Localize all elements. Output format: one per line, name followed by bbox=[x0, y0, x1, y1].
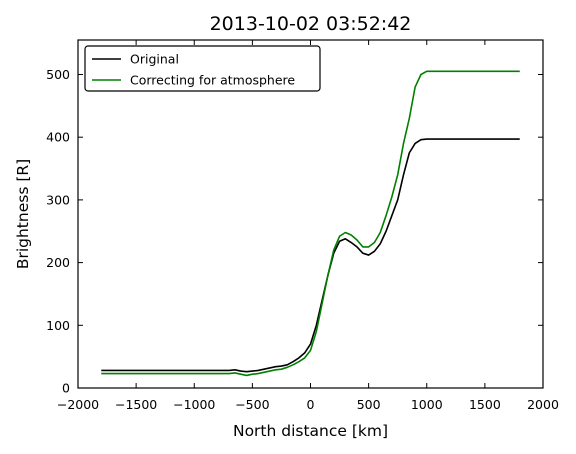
y-tick-label: 0 bbox=[62, 381, 70, 396]
plot-frame bbox=[77, 39, 544, 389]
x-tick-label: 0 bbox=[307, 397, 315, 412]
y-axis-label: Brightness [R] bbox=[14, 159, 32, 269]
series-line-corrected bbox=[101, 70, 520, 377]
y-tick-label: 500 bbox=[46, 67, 70, 82]
x-axis-label: North distance [km] bbox=[233, 422, 388, 440]
x-tick-label: −1500 bbox=[115, 397, 157, 412]
legend: Original Correcting for atmosphere bbox=[84, 45, 321, 92]
x-tick-label: −1000 bbox=[173, 397, 215, 412]
x-tick-label: −2000 bbox=[57, 397, 99, 412]
x-tick-label: 2000 bbox=[527, 397, 559, 412]
x-tick-label: 500 bbox=[357, 397, 381, 412]
legend-box bbox=[84, 45, 321, 92]
x-tick-label: 1500 bbox=[469, 397, 501, 412]
x-tick-label: −500 bbox=[235, 397, 269, 412]
y-tick-label: 100 bbox=[46, 318, 70, 333]
legend-label: Original bbox=[130, 52, 179, 67]
y-tick-label: 300 bbox=[46, 192, 70, 207]
y-tick-label: 200 bbox=[46, 255, 70, 270]
y-tick-label: 400 bbox=[46, 130, 70, 145]
x-tick-label: 1000 bbox=[411, 397, 443, 412]
legend-label: Correcting for atmosphere bbox=[130, 73, 295, 88]
series-line-original bbox=[101, 138, 520, 373]
chart-title: 2013-10-02 03:52:42 bbox=[210, 13, 412, 35]
